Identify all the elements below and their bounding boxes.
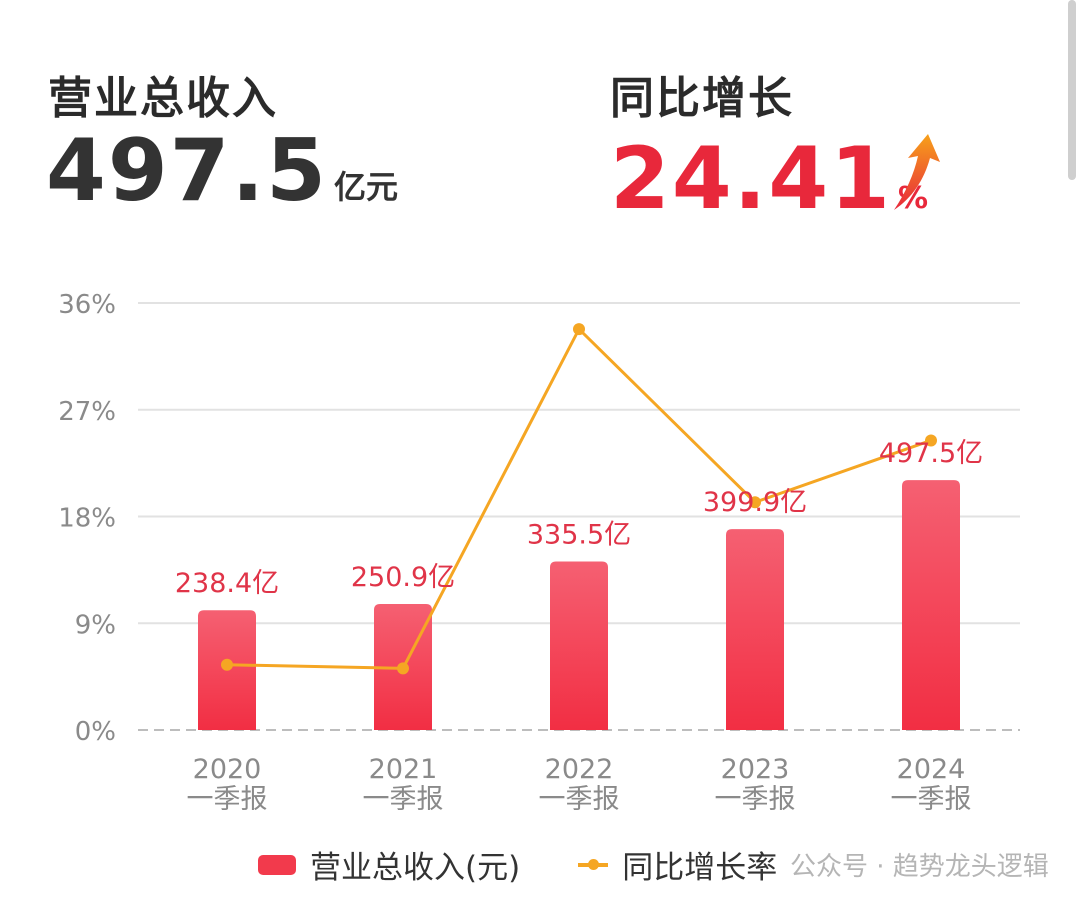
watermark: 公众号 · 趋势龙头逻辑 bbox=[790, 852, 1049, 882]
legend-item-revenue[interactable]: 营业总收入(元) bbox=[258, 842, 520, 887]
growth-point-2021 bbox=[397, 662, 409, 675]
bar-value-label: 335.5亿 bbox=[527, 519, 631, 550]
x-tick-period: 一季报 bbox=[891, 784, 972, 815]
y-tick-label: 27% bbox=[58, 397, 116, 427]
growth-point-2022 bbox=[573, 323, 585, 336]
y-tick-label: 9% bbox=[75, 610, 116, 640]
chart: 0% 9% 18% 27% 36% 238.4亿 250.9亿 335.5亿 399.9亿 49… bbox=[58, 290, 1020, 815]
bar-value-label: 399.9亿 bbox=[703, 487, 807, 518]
legend-swatch-revenue bbox=[258, 854, 296, 875]
x-tick-year: 2020 bbox=[193, 754, 262, 785]
bar-value-label: 497.5亿 bbox=[879, 438, 983, 469]
x-tick-year: 2023 bbox=[721, 754, 790, 785]
revenue-value-row: 497.5 亿元 bbox=[46, 128, 398, 214]
y-tick-label: 36% bbox=[58, 290, 116, 320]
bar-value-label: 250.9亿 bbox=[351, 562, 455, 593]
x-tick-year: 2022 bbox=[545, 754, 614, 785]
y-tick-label: 18% bbox=[58, 504, 116, 534]
bar-2022 bbox=[550, 561, 608, 730]
legend-swatch-growth bbox=[578, 858, 609, 870]
y-tick-label: 0% bbox=[75, 717, 116, 747]
growth-value: 24.41 bbox=[610, 129, 893, 229]
legend-label-growth: 同比增长率 bbox=[622, 850, 778, 886]
x-tick-period: 一季报 bbox=[363, 784, 444, 815]
legend-label-revenue: 营业总收入(元) bbox=[310, 850, 521, 886]
growth-value-row: 24.41 % bbox=[610, 136, 928, 222]
bar-2024 bbox=[902, 480, 960, 730]
x-tick-period: 一季报 bbox=[187, 784, 268, 815]
revenue-label: 营业总收入 bbox=[48, 73, 278, 124]
scrollbar[interactable] bbox=[1068, 0, 1076, 180]
x-tick-year: 2024 bbox=[897, 754, 966, 785]
bar-2023 bbox=[726, 529, 784, 730]
growth-point-2024 bbox=[925, 434, 937, 447]
growth-point-2023 bbox=[749, 496, 761, 509]
revenue-value: 497.5 bbox=[46, 121, 329, 221]
x-tick-year: 2021 bbox=[369, 754, 438, 785]
revenue-unit: 亿元 bbox=[334, 168, 399, 206]
growth-label: 同比增长 bbox=[610, 73, 794, 124]
legend-item-growth[interactable]: 同比增长率 bbox=[578, 842, 777, 887]
x-tick-period: 一季报 bbox=[539, 784, 620, 815]
x-tick-period: 一季报 bbox=[715, 784, 796, 815]
arrow-up-icon bbox=[894, 134, 940, 210]
bar-value-label: 238.4亿 bbox=[175, 568, 279, 599]
legend: 营业总收入(元) 同比增长率 bbox=[258, 842, 835, 887]
growth-point-2020 bbox=[221, 658, 233, 671]
